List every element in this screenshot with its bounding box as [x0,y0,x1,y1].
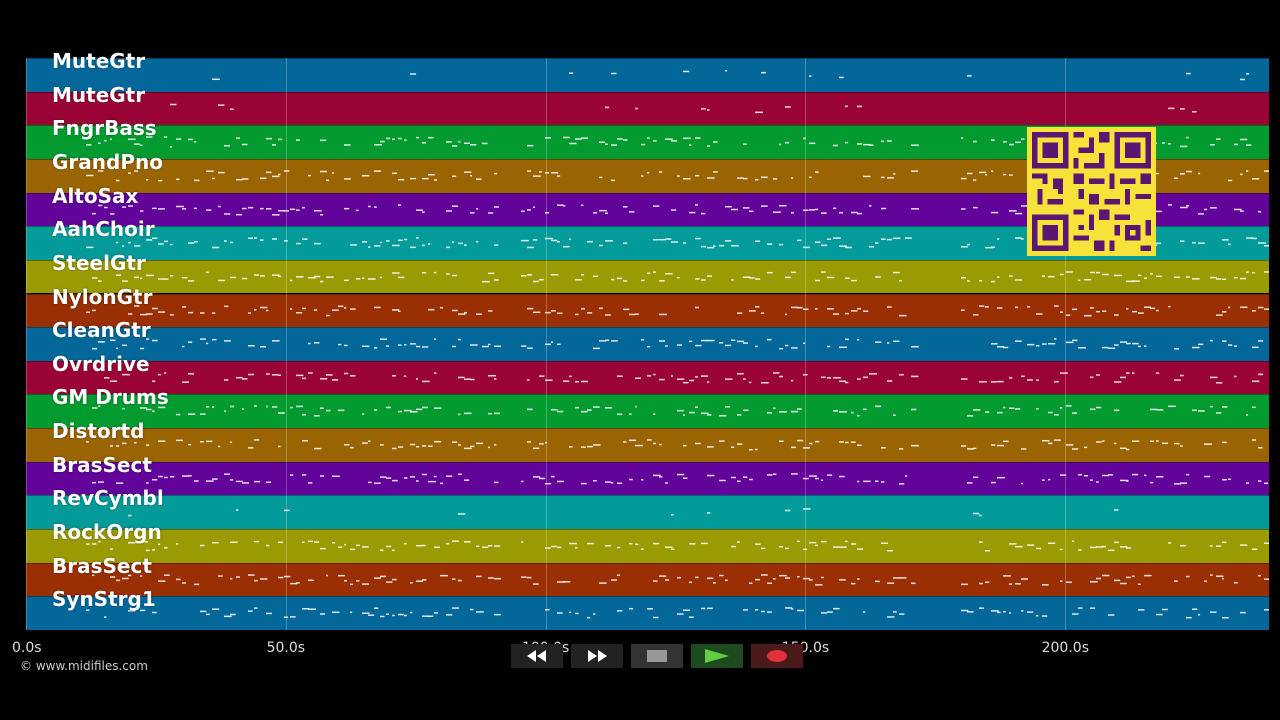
note-events [92,338,1264,350]
note-events [104,371,1264,384]
note-events [92,405,1256,418]
track-lane[interactable]: GM Drums [26,387,1269,429]
rewind-icon [527,650,546,662]
record-button[interactable] [751,644,803,668]
fast-forward-button[interactable] [571,644,623,668]
note-events [86,304,1269,316]
play-button[interactable] [691,644,743,668]
copyright-text: © www.midifiles.com [20,659,148,673]
note-events [86,540,1269,552]
time-gridline [285,58,287,630]
track-lane[interactable]: Distortd [26,421,1269,462]
stop-button[interactable] [631,644,683,668]
track-lane[interactable]: BrasSect [26,455,1269,496]
transport-controls [511,644,803,668]
track-lane[interactable]: MuteGtr [26,51,1269,92]
track-name: AltoSax [52,183,139,208]
track-lane[interactable]: MuteGtr [26,85,1269,126]
track-name: GM Drums [52,385,169,410]
track-name: RockOrgn [52,520,162,545]
fast-forward-icon [588,650,607,662]
track-lane[interactable]: SteelGtr [26,253,1269,294]
track-name: GrandPno [52,149,163,174]
track-lane[interactable]: CleanGtr [26,320,1269,361]
track-name: SteelGtr [52,250,146,275]
track-lane[interactable]: Ovrdrive [26,354,1269,395]
stop-icon [647,650,667,662]
track-name: Ovrdrive [52,351,150,376]
time-gridline [545,58,547,630]
time-gridline [26,58,27,630]
track-name: NylonGtr [52,284,153,309]
play-icon [705,649,729,663]
track-lane[interactable]: SynStrg1 [26,589,1269,630]
track-name: AahChoir [52,217,155,242]
track-name: BrasSect [52,452,152,477]
note-events [110,507,1119,517]
track-lane[interactable]: NylonGtr [26,287,1269,328]
note-events [86,607,1269,619]
rewind-button[interactable] [511,644,563,668]
track-lane[interactable]: RockOrgn [26,522,1269,563]
track-name: BrasSect [52,553,152,578]
track-name: RevCymbl [52,486,164,511]
note-events [212,69,1250,81]
track-name: SynStrg1 [52,587,156,612]
time-gridline [805,58,807,630]
track-name: MuteGtr [52,49,146,73]
qr-code-icon [1027,127,1156,256]
note-events [92,472,1269,485]
time-tick-label: 200.0s [1041,640,1089,656]
time-tick-label: 50.0s [266,640,306,656]
track-name: FngrBass [52,116,157,141]
track-name: CleanGtr [52,318,151,343]
note-events [92,573,1269,586]
note-events [170,103,1197,113]
time-gridline [1065,58,1067,630]
record-icon [767,650,787,662]
note-events [92,203,1262,216]
track-name: Distortd [52,419,145,444]
track-lane[interactable]: BrasSect [26,556,1269,597]
note-events [92,271,1269,283]
track-name: MuteGtr [52,82,146,107]
time-tick-label: 0.0s [12,640,42,656]
note-events [86,439,1263,451]
track-lane[interactable]: RevCymbl [26,488,1269,529]
